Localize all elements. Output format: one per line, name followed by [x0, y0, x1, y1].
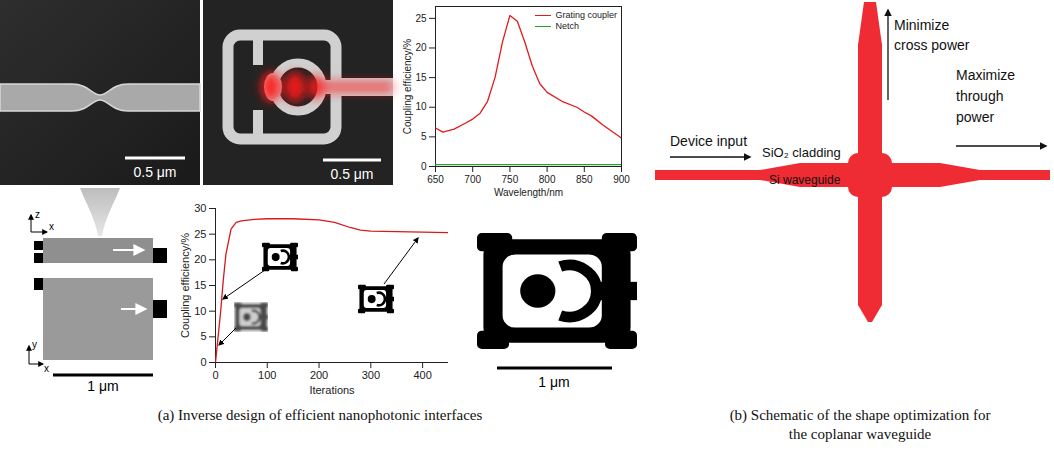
svg-text:Wavelength/nm: Wavelength/nm	[494, 187, 563, 198]
svg-text:Minimize: Minimize	[894, 17, 949, 33]
svg-text:900: 900	[613, 174, 630, 185]
svg-text:5: 5	[421, 131, 427, 142]
svg-text:Si waveguide: Si waveguide	[769, 173, 841, 187]
svg-text:0.5 μm: 0.5 μm	[133, 164, 176, 180]
svg-text:0.5 μm: 0.5 μm	[330, 166, 373, 182]
svg-text:15: 15	[415, 72, 427, 83]
svg-text:20: 20	[194, 253, 206, 265]
svg-text:25: 25	[415, 13, 427, 24]
svg-text:through: through	[956, 88, 1003, 104]
svg-text:z: z	[35, 209, 40, 220]
svg-text:750: 750	[502, 174, 519, 185]
svg-text:0: 0	[421, 161, 427, 172]
svg-text:0: 0	[212, 369, 218, 381]
svg-text:Maximize: Maximize	[956, 67, 1015, 83]
svg-text:10: 10	[415, 101, 427, 112]
svg-text:15: 15	[194, 279, 206, 291]
svg-text:800: 800	[539, 174, 556, 185]
svg-text:(b) Schematic of the shape opt: (b) Schematic of the shape optimization …	[730, 407, 991, 424]
svg-text:25: 25	[194, 228, 206, 240]
svg-text:1 μm: 1 μm	[538, 374, 569, 390]
svg-text:200: 200	[310, 369, 328, 381]
svg-text:cross power: cross power	[894, 37, 970, 53]
html-text:Netch: Netch	[555, 21, 579, 31]
svg-text:SiO₂ cladding: SiO₂ cladding	[762, 145, 841, 160]
svg-text:(a) Inverse design of efficien: (a) Inverse design of efficient nanophot…	[158, 407, 483, 424]
svg-text:1 μm: 1 μm	[87, 378, 118, 394]
svg-text:0: 0	[200, 356, 206, 368]
svg-text:850: 850	[576, 174, 593, 185]
svg-text:30: 30	[194, 202, 206, 214]
svg-text:x: x	[44, 363, 49, 374]
svg-text:10: 10	[194, 305, 206, 317]
svg-text:x: x	[49, 221, 54, 232]
svg-text:Coupling efficiency/%: Coupling efficiency/%	[179, 233, 191, 338]
svg-text:Coupling efficiency/%: Coupling efficiency/%	[402, 39, 413, 135]
svg-text:650: 650	[427, 174, 444, 185]
html-text:Grating coupler: Grating coupler	[555, 10, 617, 20]
svg-text:300: 300	[362, 369, 380, 381]
svg-text:Iterations: Iterations	[309, 384, 355, 396]
svg-text:20: 20	[415, 42, 427, 53]
svg-text:5: 5	[200, 330, 206, 342]
svg-text:Device input: Device input	[670, 133, 747, 149]
svg-text:700: 700	[464, 174, 481, 185]
svg-text:y: y	[32, 339, 37, 350]
svg-text:power: power	[956, 109, 994, 125]
svg-text:400: 400	[413, 369, 431, 381]
svg-text:100: 100	[258, 369, 276, 381]
svg-text:the coplanar waveguide: the coplanar waveguide	[789, 426, 932, 442]
